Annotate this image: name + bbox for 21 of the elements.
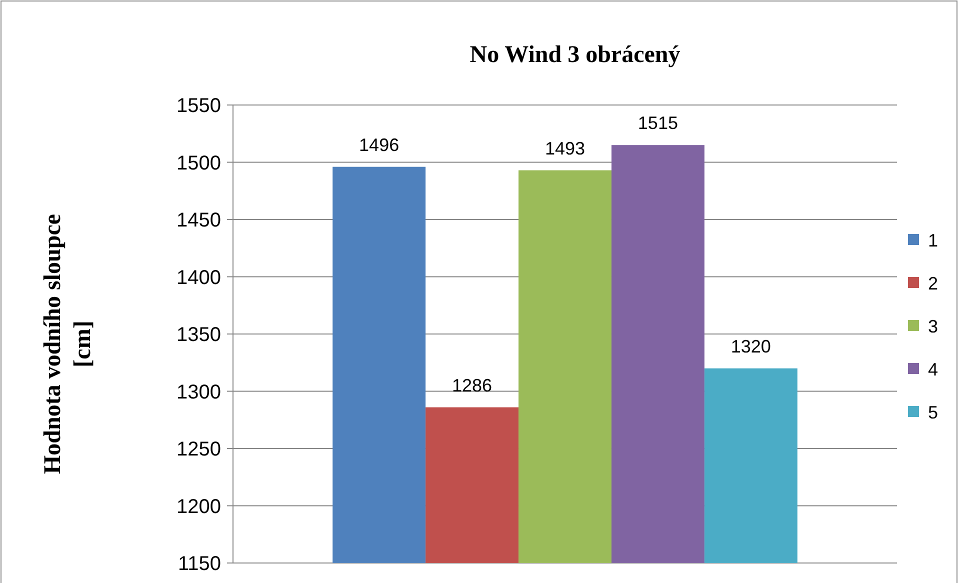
y-tick-label: 1550 xyxy=(176,95,221,117)
y-tick-label: 1250 xyxy=(176,438,221,460)
y-tick-label: 1150 xyxy=(178,553,221,575)
legend-label: 3 xyxy=(928,316,938,336)
legend-label: 5 xyxy=(928,402,938,422)
y-tick-label: 1300 xyxy=(176,381,221,404)
y-axis-title: Hodnota vodního sloupce [cm] xyxy=(40,214,96,474)
y-tick-label: 1450 xyxy=(176,210,221,232)
legend-label: 2 xyxy=(928,273,938,294)
data-label: 1496 xyxy=(359,134,400,155)
y-tick-label: 1500 xyxy=(176,152,221,174)
chart-title: No Wind 3 obrácený xyxy=(470,42,680,68)
data-label: 1515 xyxy=(638,113,678,134)
data-label: 1286 xyxy=(452,375,492,396)
y-tick-label: 1200 xyxy=(176,496,221,518)
data-label: 1493 xyxy=(544,138,586,158)
legend-label: 1 xyxy=(928,230,938,250)
legend-label: 4 xyxy=(928,359,938,380)
data-label: 1320 xyxy=(730,336,771,356)
y-tick-label: 1350 xyxy=(176,324,221,346)
y-tick-label: 1400 xyxy=(176,266,221,289)
